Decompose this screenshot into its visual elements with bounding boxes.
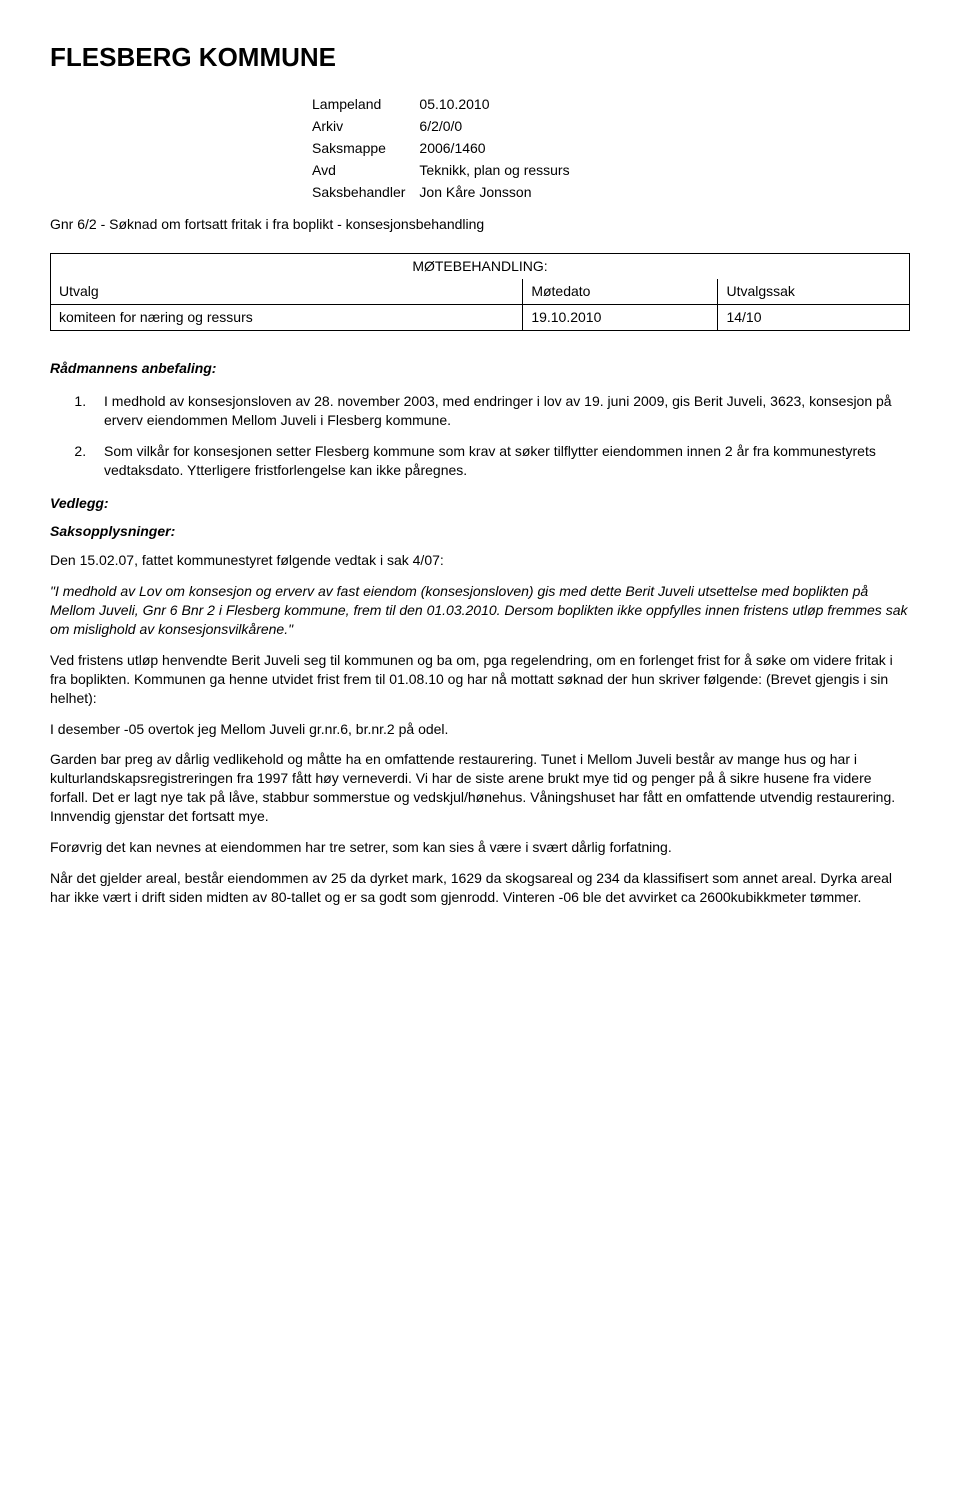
meta-table: Lampeland05.10.2010 Arkiv6/2/0/0 Saksmap… [310,93,584,204]
paragraph: Garden bar preg av dårlig vedlikehold og… [50,750,910,826]
paragraph: Forøvrig det kan nevnes at eiendommen ha… [50,838,910,857]
meta-key: Saksbehandler [312,183,417,203]
meta-val: 6/2/0/0 [419,117,581,137]
vedlegg-label: Vedlegg: [50,494,910,513]
meta-val: 05.10.2010 [419,95,581,115]
org-title: FLESBERG KOMMUNE [50,40,910,75]
meeting-col: Utvalgssak [718,279,910,304]
case-subtitle: Gnr 6/2 - Søknad om fortsatt fritak i fr… [50,215,910,234]
meta-key: Saksmappe [312,139,417,159]
meta-key: Avd [312,161,417,181]
meeting-cell: komiteen for næring og ressurs [51,305,523,331]
paragraph: I desember -05 overtok jeg Mellom Juveli… [50,720,910,739]
paragraph: Den 15.02.07, fattet kommunestyret følge… [50,551,910,570]
meeting-col: Møtedato [523,279,718,304]
meeting-heading: MØTEBEHANDLING: [51,254,910,279]
meeting-cell: 14/10 [718,305,910,331]
recommendation-title: Rådmannens anbefaling: [50,359,910,378]
meta-key: Lampeland [312,95,417,115]
saksopplysninger-label: Saksopplysninger: [50,522,910,541]
paragraph: Når det gjelder areal, består eiendommen… [50,869,910,907]
meta-val: Teknikk, plan og ressurs [419,161,581,181]
list-item: I medhold av konsesjonsloven av 28. nove… [90,392,910,430]
meta-key: Arkiv [312,117,417,137]
paragraph: Ved fristens utløp henvendte Berit Juvel… [50,651,910,708]
quoted-paragraph: "I medhold av Lov om konsesjon og erverv… [50,582,910,639]
recommendation-list: I medhold av konsesjonsloven av 28. nove… [50,392,910,480]
meta-val: 2006/1460 [419,139,581,159]
meta-val: Jon Kåre Jonsson [419,183,581,203]
meeting-col: Utvalg [51,279,523,304]
list-item: Som vilkår for konsesjonen setter Flesbe… [90,442,910,480]
meeting-table: MØTEBEHANDLING: Utvalg Møtedato Utvalgss… [50,253,910,331]
meeting-cell: 19.10.2010 [523,305,718,331]
